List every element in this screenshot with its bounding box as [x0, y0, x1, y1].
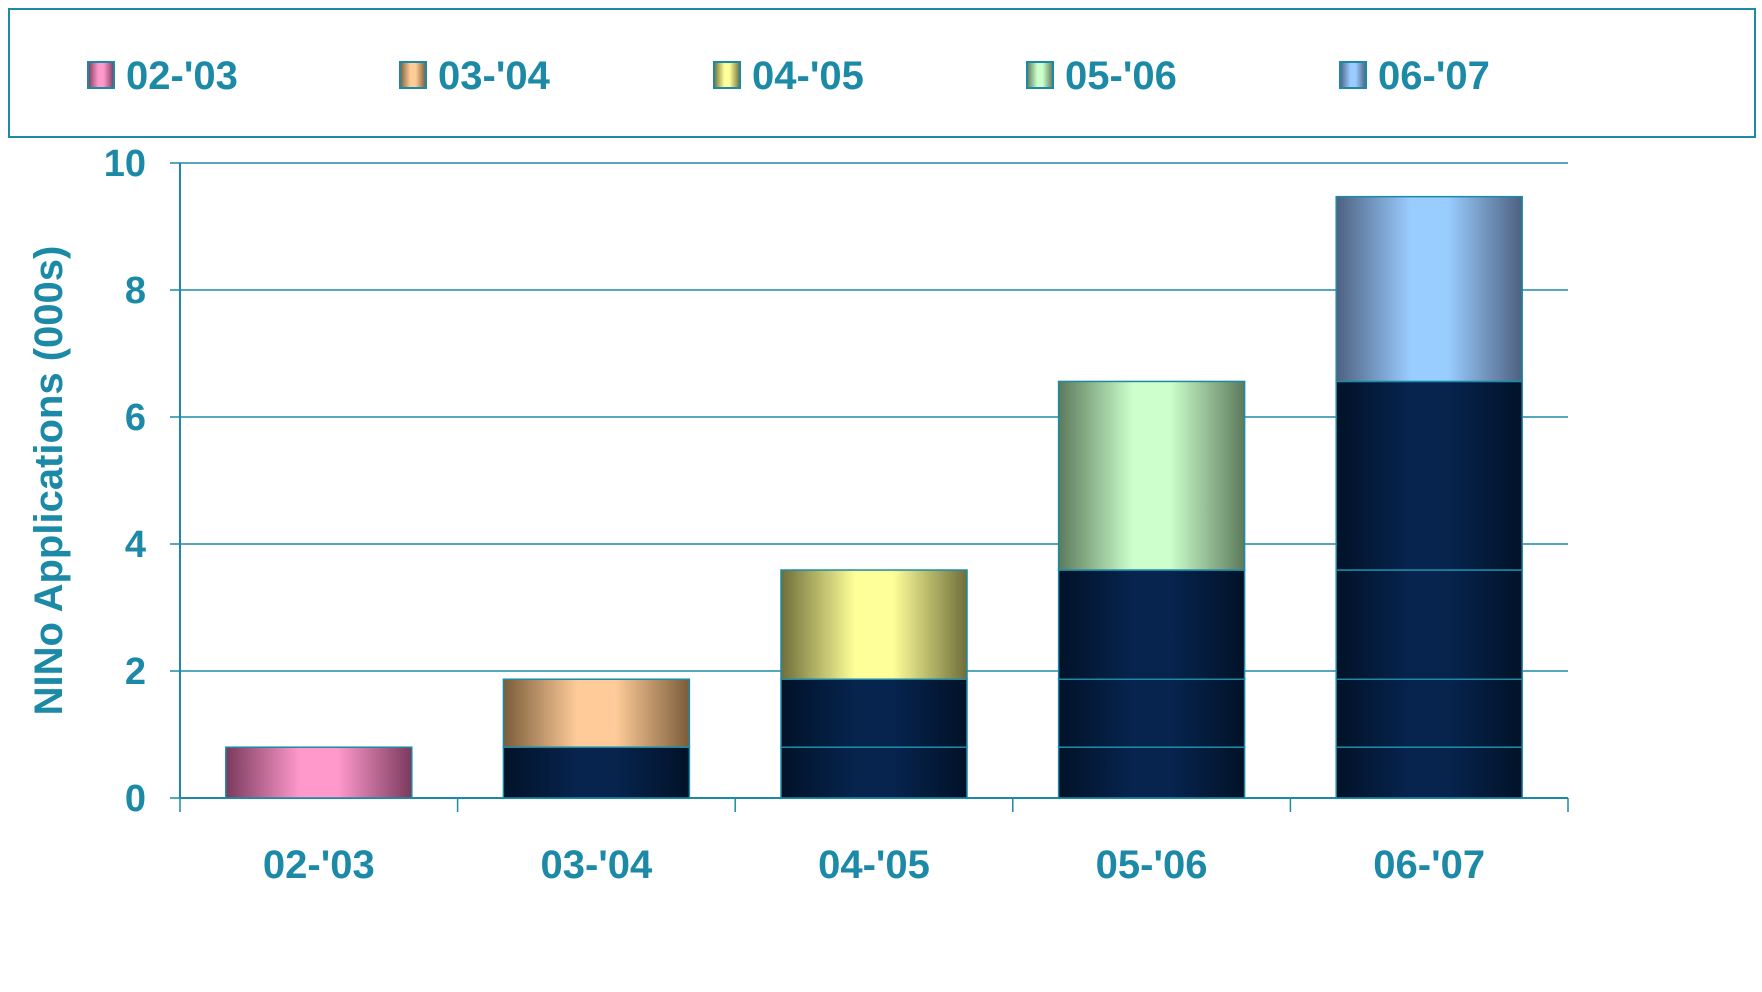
bar-segment [1057, 746, 1246, 799]
bar-segment [1057, 678, 1246, 748]
legend-label: 05-'06 [1065, 54, 1177, 98]
bar-segment [1335, 678, 1523, 748]
x-tick-label: 03-'04 [540, 843, 653, 887]
y-tick-label: 10 [104, 143, 146, 185]
bar-segment [780, 678, 968, 748]
legend-label: 03-'04 [438, 54, 551, 98]
x-tick-label: 06-'07 [1373, 843, 1485, 887]
y-tick-label: 2 [125, 651, 146, 693]
legend-label: 04-'05 [752, 54, 864, 98]
x-tick-label: 05-'06 [1096, 843, 1208, 887]
legend-label: 02-'03 [126, 54, 238, 98]
legend-swatch [399, 61, 427, 89]
y-tick-label: 0 [125, 778, 146, 820]
legend-swatch [1026, 61, 1054, 89]
bar-segment [502, 678, 691, 748]
legend-swatch [713, 61, 741, 89]
bar-segment [1057, 380, 1246, 571]
bar-segment [1057, 569, 1246, 681]
legend-frame [8, 8, 1756, 138]
x-tick-label: 02-'03 [263, 843, 375, 887]
legend-swatch [87, 61, 115, 89]
bar-segment [1335, 380, 1523, 571]
bar-segment [1335, 746, 1523, 799]
bar-segment [502, 746, 691, 799]
bar-segment [225, 746, 413, 799]
legend-swatch [1339, 61, 1367, 89]
y-tick-label: 6 [125, 397, 146, 439]
bar-segment [1335, 569, 1523, 681]
y-axis-title: NINo Applications (000s) [27, 246, 71, 716]
y-tick-label: 4 [125, 524, 146, 566]
legend-label: 06-'07 [1378, 54, 1490, 98]
bar-segment [780, 746, 968, 799]
x-tick-label: 04-'05 [818, 843, 930, 887]
bar-segment [780, 569, 968, 681]
y-tick-label: 8 [125, 270, 146, 312]
bar-segment [1335, 195, 1523, 383]
